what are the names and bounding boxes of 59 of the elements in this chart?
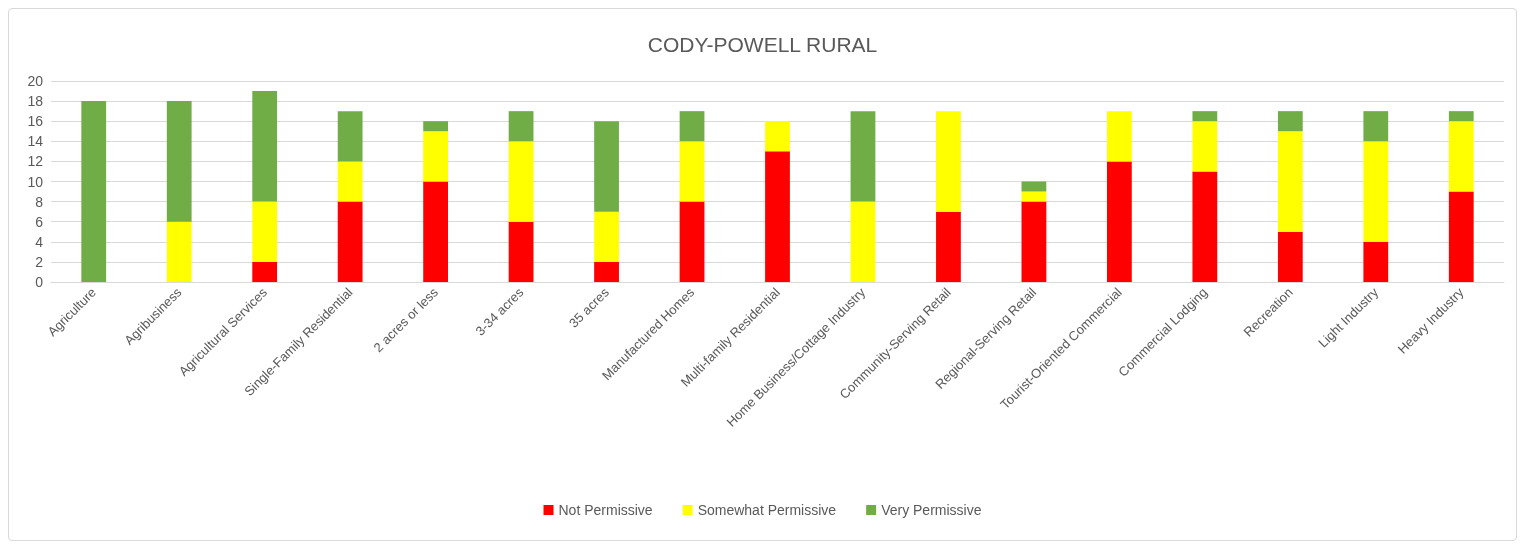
bar bbox=[423, 121, 449, 132]
bar bbox=[1021, 191, 1047, 202]
bar bbox=[508, 141, 534, 222]
bar bbox=[81, 101, 107, 282]
bar bbox=[252, 91, 278, 202]
y-tick-label: 0 bbox=[35, 274, 44, 290]
bar bbox=[936, 211, 961, 282]
bar bbox=[423, 181, 449, 282]
y-tick-label: 12 bbox=[27, 153, 44, 170]
bar bbox=[850, 201, 876, 282]
bar bbox=[936, 111, 961, 212]
y-tick-label: 10 bbox=[27, 173, 44, 190]
y-tick-label: 18 bbox=[27, 93, 44, 110]
bar bbox=[252, 261, 278, 282]
bar bbox=[1192, 171, 1218, 282]
bar bbox=[252, 201, 278, 262]
bar bbox=[1106, 111, 1132, 162]
bar bbox=[337, 161, 363, 202]
chart-title: CODY-POWELL RURAL bbox=[647, 33, 878, 56]
bar bbox=[1277, 111, 1303, 132]
bar bbox=[508, 111, 534, 142]
bar bbox=[1363, 111, 1389, 142]
y-tick-label: 2 bbox=[35, 253, 44, 270]
bar bbox=[1021, 181, 1047, 192]
y-tick-label: 16 bbox=[27, 113, 44, 130]
bar bbox=[1363, 141, 1389, 242]
bar bbox=[1192, 121, 1218, 172]
legend-label: Not Permissive bbox=[558, 502, 653, 518]
y-tick-label: 8 bbox=[35, 193, 44, 210]
legend-label: Very Permissive bbox=[881, 502, 982, 518]
bar bbox=[765, 121, 790, 152]
bar bbox=[508, 221, 534, 282]
bar bbox=[679, 141, 705, 202]
bar bbox=[679, 111, 705, 142]
bar bbox=[850, 111, 876, 202]
bar bbox=[1277, 231, 1303, 282]
bar bbox=[1277, 131, 1303, 232]
bar bbox=[337, 111, 363, 162]
bar bbox=[1363, 241, 1389, 282]
y-tick-label: 20 bbox=[27, 73, 44, 89]
bar bbox=[1106, 161, 1132, 282]
bar bbox=[337, 201, 363, 282]
bar bbox=[166, 221, 192, 282]
bar bbox=[1021, 201, 1047, 282]
y-tick-label: 4 bbox=[35, 233, 44, 250]
bar bbox=[1192, 111, 1218, 122]
bar bbox=[594, 211, 619, 262]
bar bbox=[1448, 121, 1474, 192]
bar bbox=[594, 261, 619, 282]
bar bbox=[1448, 191, 1474, 282]
bar bbox=[1448, 111, 1474, 122]
bar bbox=[594, 121, 619, 212]
y-tick-label: 6 bbox=[35, 213, 44, 230]
bar bbox=[765, 151, 790, 282]
bar bbox=[679, 201, 705, 282]
bar bbox=[166, 101, 192, 222]
legend-label: Somewhat Permissive bbox=[697, 502, 837, 518]
bar bbox=[423, 131, 449, 182]
y-tick-label: 14 bbox=[27, 133, 44, 150]
